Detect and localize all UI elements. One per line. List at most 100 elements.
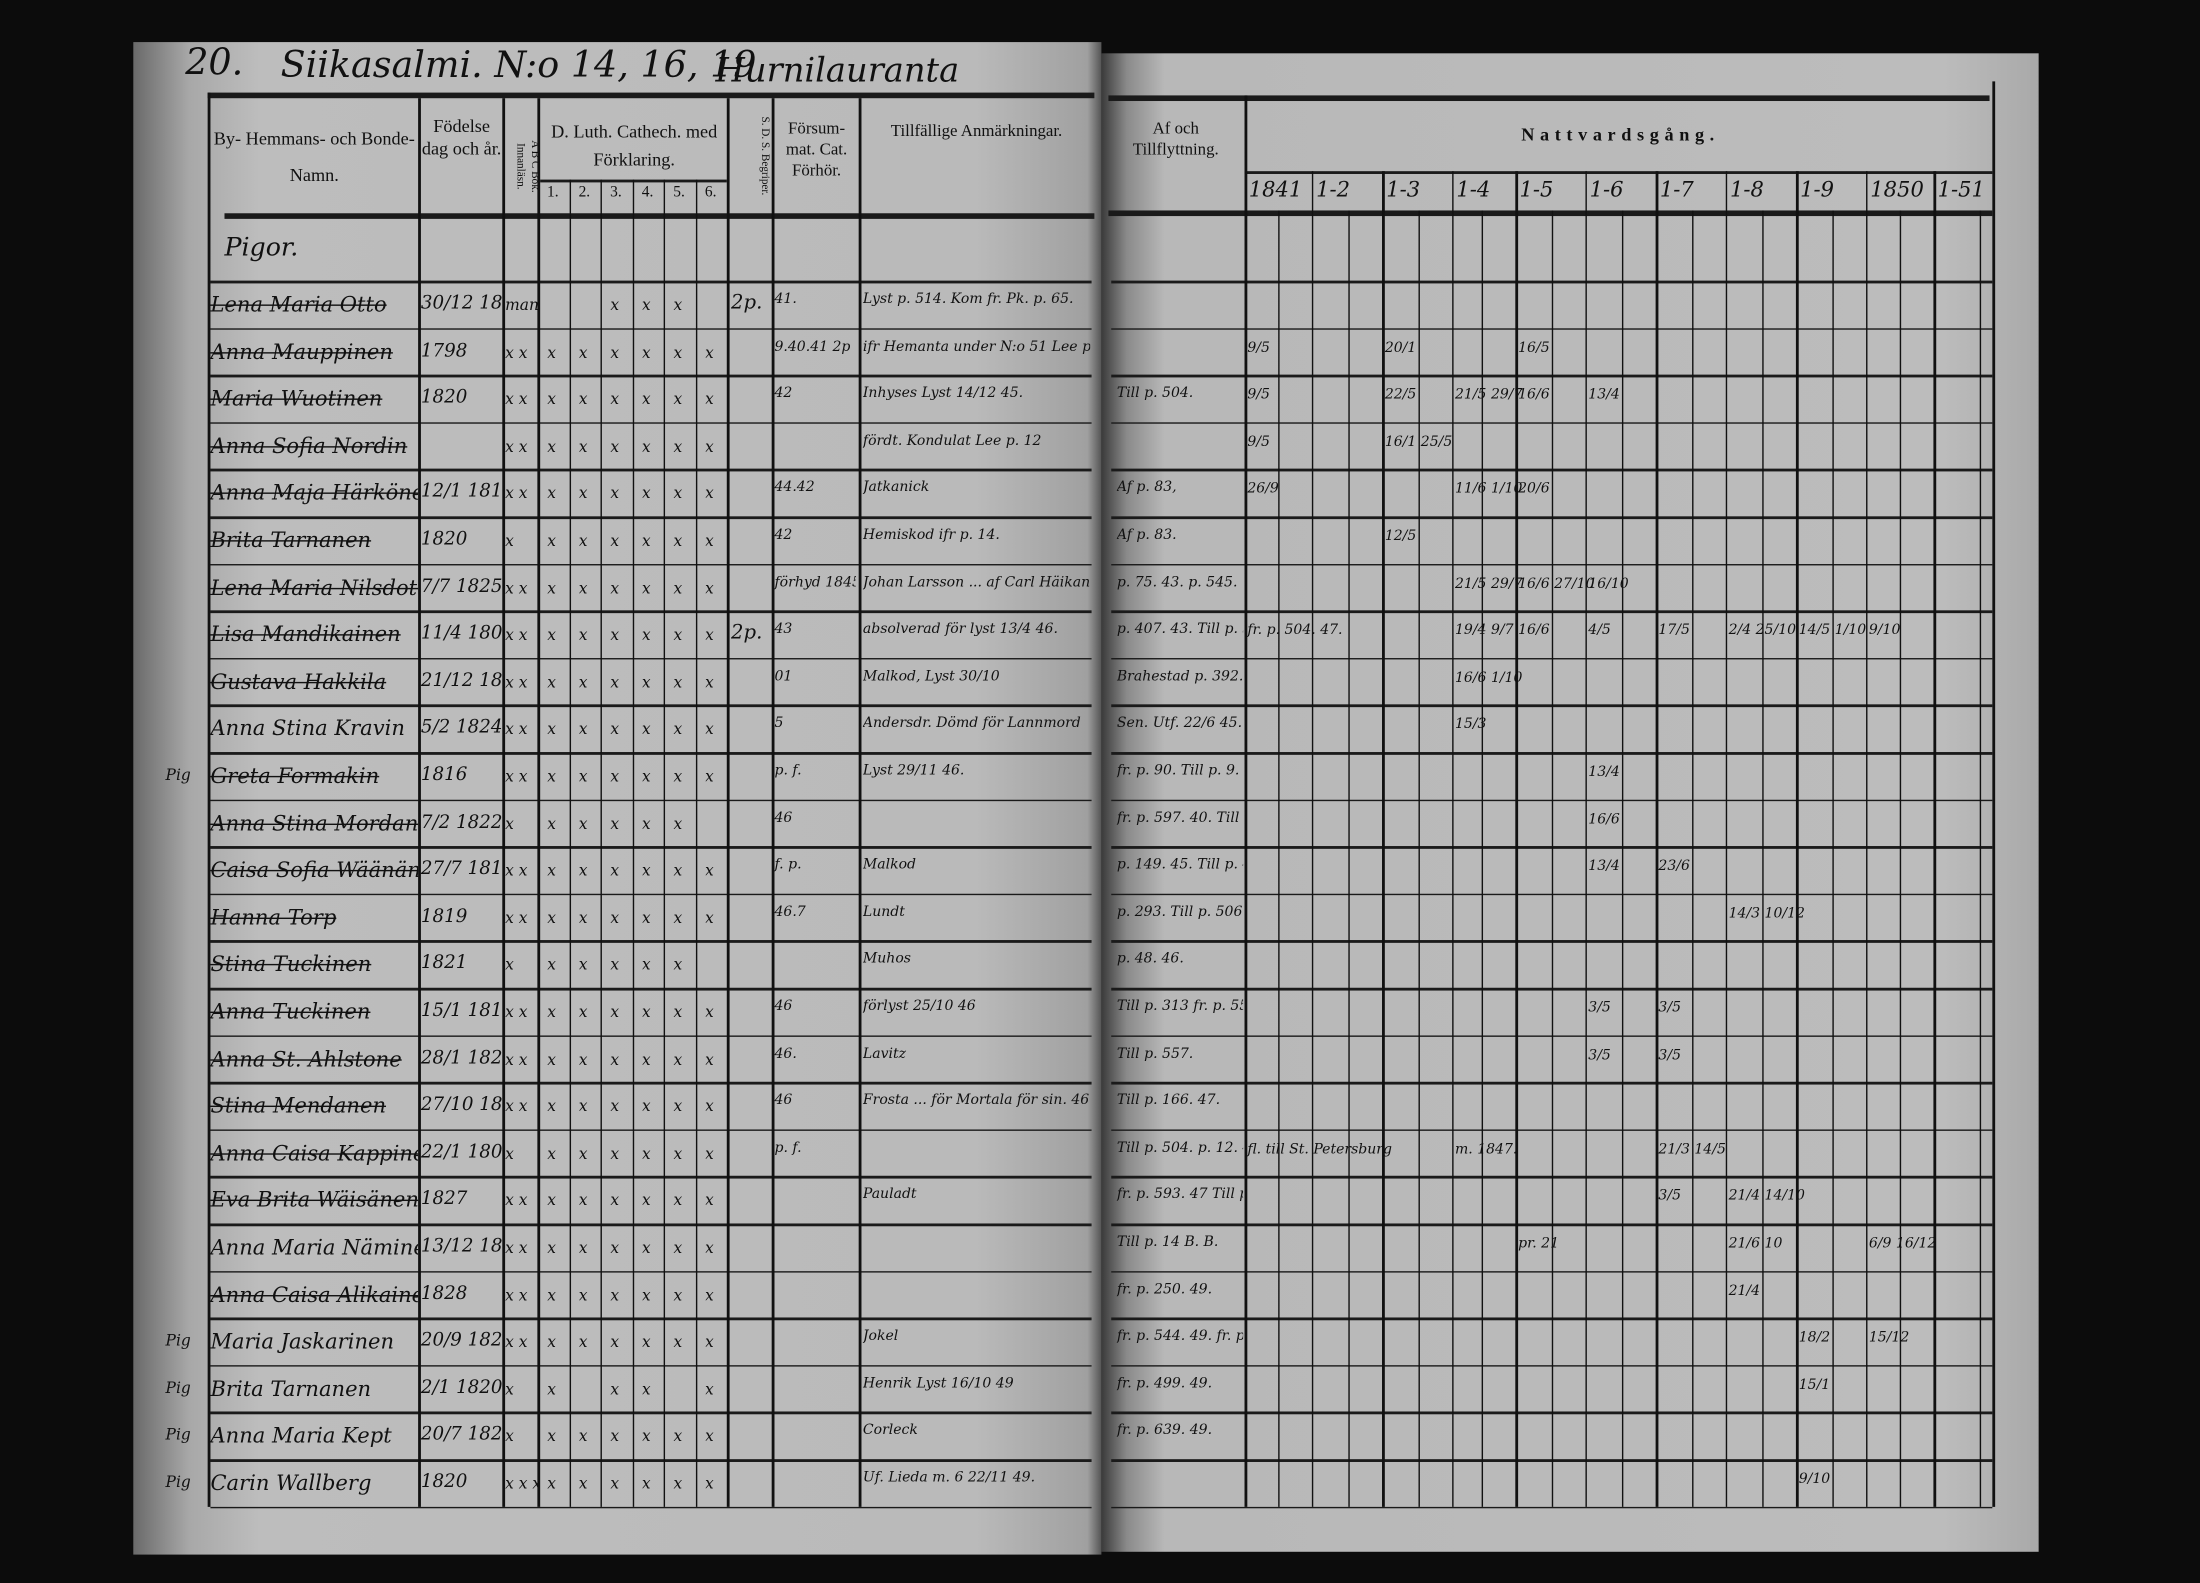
column-rule <box>1585 171 1588 1507</box>
catech-mark-3: x <box>610 1238 620 1258</box>
header-rule <box>1108 210 1993 217</box>
communion-date: 16/5 <box>1518 340 1550 356</box>
catech-mark-4: x <box>641 626 651 645</box>
birth-date: 20/7 1828 <box>420 1424 503 1446</box>
catech-mark-2: x <box>578 1427 588 1446</box>
communion-date: 9/5 <box>1247 340 1270 356</box>
communion-date: 21/4 14/10 <box>1728 1188 1805 1205</box>
moving-note: Till p. 504. p. 12. 47 <box>1116 1140 1243 1156</box>
left-page <box>133 42 1102 1555</box>
column-rule <box>1311 171 1314 1507</box>
communion-year-1-8: 1-8 <box>1729 176 1764 203</box>
person-name: Maria Jaskarinen <box>210 1328 395 1355</box>
catech-mark-1: x <box>547 1191 556 1210</box>
catech-subheader-4: 4. <box>641 183 654 201</box>
catech-subheader-5: 5. <box>673 183 685 201</box>
birth-date: 5/2 1824 <box>420 717 503 739</box>
row-rule <box>210 327 1092 330</box>
catech-mark-5: x <box>673 1286 683 1305</box>
communion-date: 3/5 <box>1658 1000 1681 1016</box>
catech-mark-1: x <box>547 1050 556 1069</box>
catech-mark-1: x <box>547 814 556 833</box>
communion-date: m. 1847. <box>1454 1141 1518 1158</box>
birth-date: 22/1 1806 <box>420 1141 503 1163</box>
occasional-note: Lyst 29/11 46. <box>862 763 965 779</box>
communion-date: 20/6 <box>1518 481 1550 498</box>
column-rule <box>1481 210 1483 1507</box>
missed-hearing: 46 <box>774 998 793 1015</box>
header-communion: Nattvardsgång. <box>1521 123 1720 145</box>
catech-mark-6: x <box>705 1003 714 1022</box>
birth-date: 21/12 1825 <box>420 670 503 692</box>
communion-date: 13/4 <box>1588 387 1620 403</box>
catech-mark-2: x <box>578 814 588 833</box>
catech-mark-6: x <box>705 908 714 928</box>
occasional-note: Jatkanick <box>862 480 930 496</box>
birth-date: 1821 <box>420 953 468 975</box>
row-rule <box>210 1223 1092 1226</box>
birth-date: 27/7 1811 <box>420 858 503 880</box>
column-rule <box>771 98 775 1507</box>
occasional-note: Pauladt <box>862 1187 917 1203</box>
column-rule <box>502 98 506 1507</box>
person-name: Anna Maja Härkönen <box>210 480 419 506</box>
catech-mark-1: x <box>547 626 556 645</box>
catech-mark-4: x <box>641 484 651 503</box>
abc-reading: x x <box>505 1333 528 1352</box>
abc-reading: x <box>505 531 514 550</box>
abc-reading: x x <box>505 1003 528 1022</box>
header-rule <box>224 213 1095 219</box>
communion-year-1-51: 1-51 <box>1937 176 1985 203</box>
moving-note: p. 48. 46. <box>1116 951 1184 968</box>
missed-hearing: 41. <box>774 291 797 308</box>
person-name: Lisa Mandikainen <box>210 621 401 648</box>
row-rule <box>210 1412 1092 1415</box>
column-rule <box>1655 171 1659 1507</box>
missed-hearing: 01 <box>774 668 793 685</box>
catech-mark-3: x <box>610 1097 620 1116</box>
communion-year-1-5: 1-5 <box>1519 176 1554 203</box>
column-rule <box>1418 210 1420 1507</box>
moving-note: Till p. 166. 47. <box>1116 1093 1221 1109</box>
catech-mark-1: x <box>547 437 556 456</box>
moving-note: Brahestad p. 392. N:o 15. <box>1116 668 1244 685</box>
person-name: Anna Mauppinen <box>210 338 393 365</box>
communion-date: 22/5 <box>1384 387 1417 403</box>
abc-reading: x <box>505 1144 514 1163</box>
catech-mark-5: x <box>673 1097 683 1116</box>
communion-date: 21/3 14/5 <box>1658 1141 1726 1158</box>
birth-date: 13/12 1830 <box>420 1236 503 1258</box>
catech-mark-4: x <box>641 1474 651 1493</box>
catech-mark-3: x <box>610 296 620 315</box>
abc-reading: x <box>505 814 514 833</box>
moving-note: fr. p. 544. 49. fr. p. 250. 49. <box>1116 1328 1243 1345</box>
catech-mark-1: x <box>547 767 556 786</box>
catech-mark-4: x <box>641 673 651 692</box>
missed-hearing: 46 <box>774 810 793 826</box>
catech-mark-2: x <box>578 578 588 598</box>
communion-date: 16/6 1/10 <box>1454 670 1523 686</box>
catech-mark-1: x <box>547 956 556 975</box>
occasional-note: Jokel <box>862 1328 899 1345</box>
communion-date: 4/5 <box>1588 623 1611 639</box>
missed-hearing: 43 <box>774 621 793 638</box>
row-rule <box>210 940 1092 943</box>
communion-year-1850: 1850 <box>1870 176 1924 203</box>
catech-mark-2: x <box>578 1003 588 1022</box>
catech-mark-4: x <box>641 1191 651 1210</box>
abc-reading: x <box>505 1427 514 1446</box>
column-rule <box>1795 171 1799 1507</box>
catech-mark-5: x <box>673 908 683 928</box>
abc-reading: x <box>505 956 514 975</box>
catech-mark-6: x <box>705 1427 714 1446</box>
column-rule <box>1979 210 1981 1507</box>
catech-mark-1: x <box>547 908 556 928</box>
catech-mark-4: x <box>641 390 651 409</box>
catech-mark-6: x <box>705 767 714 786</box>
missed-hearing: p. f. <box>774 763 802 779</box>
occasional-note: Andersdr. Dömd för Lannmord <box>862 716 1081 732</box>
communion-date: 16/6 <box>1518 387 1550 403</box>
catech-mark-5: x <box>673 1191 683 1210</box>
catech-mark-4: x <box>641 861 651 880</box>
occasional-note: Frosta ... för Mortala för sin. 46. Lov … <box>862 1093 1090 1109</box>
